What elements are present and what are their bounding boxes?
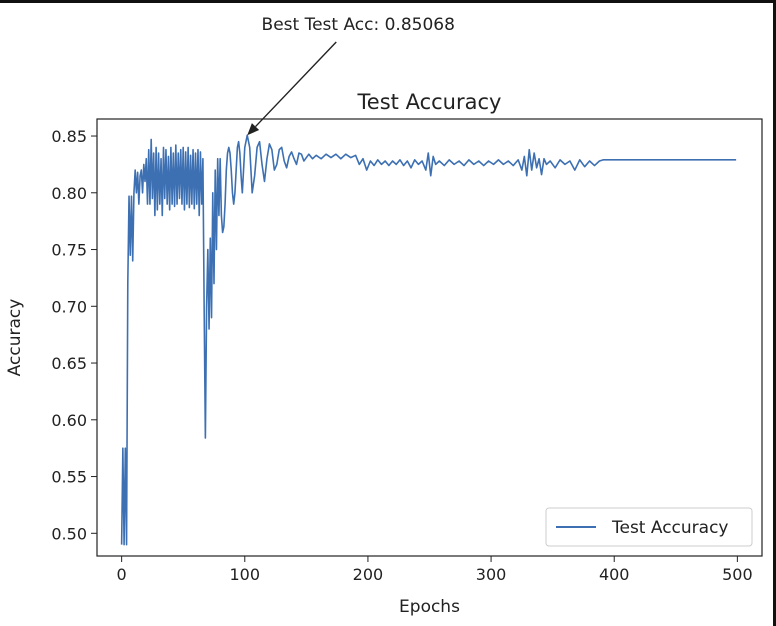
y-tick-label: 0.85	[51, 127, 87, 146]
annotation-arrowhead	[247, 123, 260, 136]
y-tick-label: 0.60	[51, 411, 87, 430]
window-frame-top	[0, 0, 776, 3]
series-layer	[120, 134, 737, 546]
legend-label-test-accuracy: Test Accuracy	[611, 518, 729, 538]
series-line-0	[120, 134, 737, 546]
plot-area-frame	[96, 118, 763, 557]
y-tick-label: 0.80	[51, 184, 87, 203]
x-tick-label: 100	[230, 565, 261, 584]
x-axis-ticks: 0 100 200 300 400 500	[117, 556, 753, 584]
annotation-arrow	[255, 41, 337, 128]
x-tick-label: 300	[476, 565, 507, 584]
y-axis-label: Accuracy	[5, 299, 25, 377]
window-frame-right	[773, 0, 776, 626]
y-tick-label: 0.70	[51, 297, 87, 316]
y-tick-label: 0.65	[51, 354, 87, 373]
best-accuracy-annotation: Best Test Acc: 0.85068	[262, 15, 455, 35]
y-tick-label: 0.75	[51, 241, 87, 260]
y-tick-label: 0.50	[51, 524, 87, 543]
legend: Test Accuracy	[545, 507, 753, 547]
x-tick-label: 500	[722, 565, 753, 584]
y-tick-label: 0.55	[51, 468, 87, 487]
y-axis-ticks: 0.50 0.55 0.60 0.65 0.70 0.75 0.80 0.85	[51, 127, 97, 543]
x-tick-label: 0	[117, 565, 127, 584]
x-axis-label: Epochs	[399, 597, 460, 617]
x-tick-label: 200	[353, 565, 384, 584]
x-tick-label: 400	[599, 565, 630, 584]
chart-title: Test Accuracy	[357, 90, 502, 114]
legend-box	[545, 507, 753, 547]
